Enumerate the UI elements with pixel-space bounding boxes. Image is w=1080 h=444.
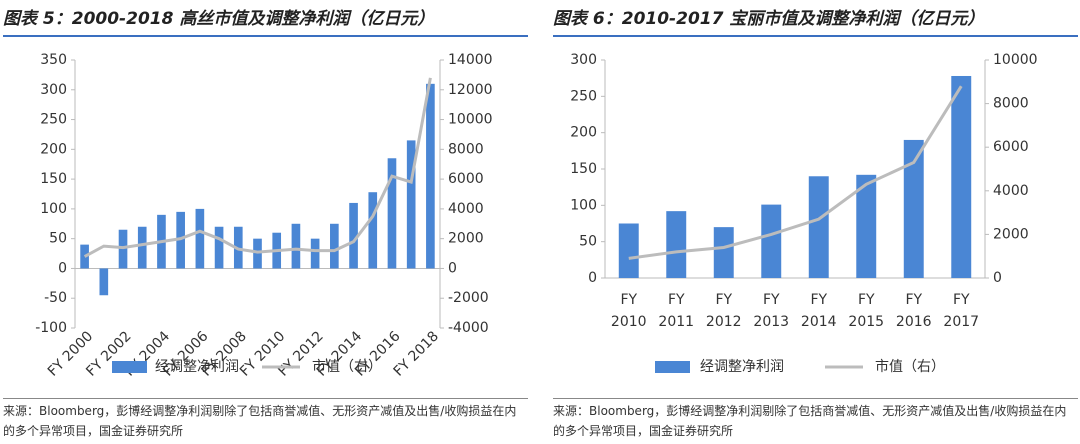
legend-swatch [112, 361, 147, 373]
x-tick-label: FY 2013 [753, 292, 789, 330]
y-tick-label: 100 [40, 201, 67, 217]
y2-tick-label: 4000 [993, 183, 1029, 199]
y-tick-label: 150 [570, 161, 597, 177]
y-tick-label: 100 [570, 197, 597, 213]
bar [808, 176, 829, 278]
bar [330, 223, 339, 269]
y-tick-label: 250 [40, 112, 67, 128]
bar [349, 202, 358, 269]
bar [310, 238, 320, 269]
y2-tick-label: 12000 [448, 82, 493, 98]
chart: 0 50 100 150 200 250 300 0 2000 4000 6000 8000 10000… [570, 52, 1038, 375]
bar [99, 268, 109, 296]
y-tick-label: 350 [40, 52, 67, 68]
y2-tick-label: 8000 [993, 96, 1029, 112]
x-tick-label: FY 2012 [706, 292, 742, 330]
bar [618, 223, 639, 278]
bar [713, 227, 734, 278]
line [628, 85, 963, 260]
legend-label: 市值（右） [312, 358, 382, 375]
y-tick-label: 200 [40, 141, 67, 157]
bar [426, 83, 435, 269]
legend-label: 经调整净利润 [155, 359, 239, 375]
bar [387, 158, 397, 269]
y-tick-label: 250 [570, 88, 597, 104]
y-tick-label: -50 [44, 290, 67, 306]
x-tick-label: FY 2014 [801, 292, 837, 330]
line [83, 77, 432, 258]
bar [761, 204, 782, 278]
bar [666, 211, 687, 278]
y-tick-label: 200 [570, 125, 597, 141]
x-tick-label: FY 2010 [611, 292, 647, 330]
legend-label: 市值（右） [875, 358, 945, 375]
x-tick-label: FY 2016 [896, 292, 932, 330]
x-tick-label: FY 2015 [848, 292, 884, 330]
y2-tick-label: 8000 [448, 141, 484, 157]
y2-tick-label: -2000 [448, 290, 489, 306]
chart: -100 -50 0 50 100 150 200 250 300 350 -4000 -2000 0 2… [35, 52, 493, 380]
y2-tick-label: 0 [993, 270, 1002, 286]
y-tick-label: 150 [40, 171, 67, 187]
y2-tick-label: -4000 [448, 320, 489, 336]
bar [291, 223, 301, 269]
bar [195, 208, 205, 269]
legend-label: 经调整净利润 [700, 359, 784, 375]
source-note: 来源：Bloomberg，彭博经调整净利润剔除了包括商誉减值、无形资产减值及出售… [3, 398, 528, 441]
y-tick-label: 50 [579, 234, 597, 250]
y2-tick-label: 2000 [993, 226, 1029, 242]
bar [214, 226, 224, 269]
y-tick-label: 0 [58, 260, 67, 276]
bar [903, 139, 924, 278]
legend-swatch [655, 361, 690, 373]
x-tick-label: FY 2017 [943, 292, 979, 330]
chart-title: 图表 5：2000-2018 高丝市值及调整净利润（亿日元） [3, 4, 528, 37]
bar [368, 192, 378, 269]
y2-tick-label: 6000 [448, 171, 484, 187]
y2-tick-label: 6000 [993, 139, 1029, 155]
chart-title: 图表 6：2010-2017 宝丽市值及调整净利润（亿日元） [553, 4, 1078, 37]
bar [137, 226, 147, 269]
y-tick-label: -100 [35, 320, 67, 336]
y2-tick-label: 2000 [448, 231, 484, 247]
y2-tick-label: 4000 [448, 201, 484, 217]
bar [406, 140, 416, 269]
y-tick-label: 300 [570, 52, 597, 68]
y-tick-label: 0 [588, 270, 597, 286]
y-tick-label: 300 [40, 82, 67, 98]
bar [856, 174, 877, 278]
y2-tick-label: 10000 [448, 112, 493, 128]
source-note: 来源：Bloomberg，彭博经调整净利润剔除了包括商誉减值、无形资产减值及出售… [553, 398, 1078, 441]
y2-tick-label: 10000 [993, 52, 1038, 68]
y2-tick-label: 14000 [448, 52, 493, 68]
x-tick-label: FY 2011 [658, 292, 694, 330]
bar [951, 75, 972, 278]
y2-tick-label: 0 [448, 260, 457, 276]
y-tick-label: 50 [49, 231, 67, 247]
